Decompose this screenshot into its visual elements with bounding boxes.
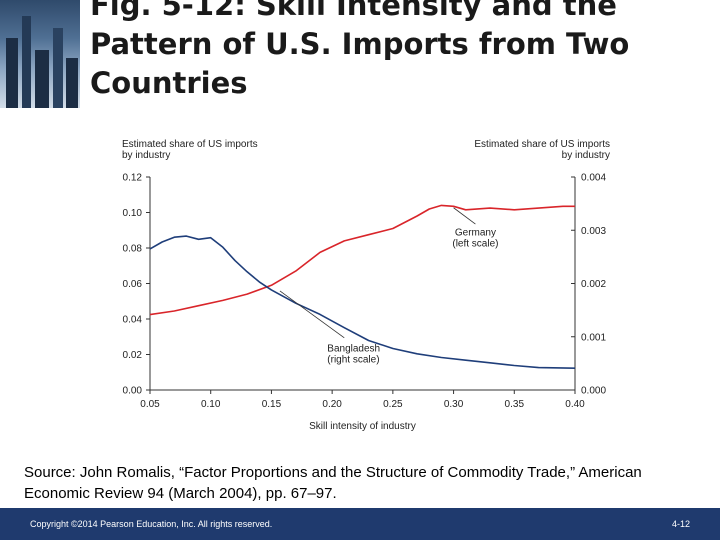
- x-tick-label: 0.40: [565, 399, 585, 410]
- right-y-tick-label: 0.002: [581, 279, 606, 290]
- left-y-tick-label: 0.08: [123, 244, 143, 255]
- left-y-tick-label: 0.06: [123, 279, 143, 290]
- source-citation: Source: John Romalis, “Factor Proportion…: [24, 464, 642, 502]
- left-y-tick-label: 0.02: [123, 350, 143, 361]
- corner-photo: [0, 0, 80, 108]
- footer-bar: Copyright ©2014 Pearson Education, Inc. …: [0, 508, 720, 540]
- bangladesh-series-label: Bangladesh: [327, 344, 380, 355]
- right-y-tick-label: 0.003: [581, 226, 606, 237]
- photo-building: [22, 16, 31, 108]
- right-y-tick-label: 0.004: [581, 173, 606, 184]
- germany-scale-label: (left scale): [452, 239, 498, 250]
- series-line-germany: [149, 204, 575, 316]
- footer-page-number: 4-12: [671, 519, 690, 529]
- series-line-bangladesh: [149, 235, 576, 369]
- bangladesh-leader-line: [279, 290, 345, 339]
- x-tick-label: 0.25: [383, 399, 403, 410]
- left-y-tick-label: 0.10: [123, 208, 143, 219]
- right-y-tick-label: 0.000: [581, 386, 606, 397]
- germany-leader-line: [453, 207, 476, 225]
- x-tick-label: 0.35: [505, 399, 525, 410]
- x-tick-label: 0.20: [322, 399, 342, 410]
- left-y-tick-label: 0.12: [123, 173, 143, 184]
- x-tick-label: 0.05: [140, 399, 160, 410]
- footer-copyright: Copyright ©2014 Pearson Education, Inc. …: [30, 519, 273, 529]
- skill-intensity-chart: 0.05 0.10 0.15 0.20 0.25 0.30 0.35 0.40 0.00 0.02…: [122, 139, 610, 432]
- photo-building: [53, 28, 63, 108]
- left-y-tick-label: 0.00: [123, 386, 143, 397]
- right-y-tick-label: 0.001: [581, 332, 606, 343]
- left-y-axis-label: by industry: [122, 150, 170, 161]
- x-tick-label: 0.10: [201, 399, 221, 410]
- bangladesh-scale-label: (right scale): [327, 355, 379, 366]
- photo-building: [66, 58, 78, 108]
- left-y-tick-label: 0.04: [123, 315, 143, 326]
- photo-building: [6, 38, 18, 108]
- slide-title: Fig. 5-12: Skill Intensity and the Patte…: [90, 0, 630, 100]
- germany-series-label: Germany: [455, 228, 496, 239]
- left-y-axis-label: Estimated share of US imports: [122, 139, 258, 150]
- x-tick-label: 0.30: [444, 399, 464, 410]
- right-y-axis-label: by industry: [562, 150, 610, 161]
- photo-building: [35, 50, 49, 108]
- right-y-axis-label: Estimated share of US imports: [474, 139, 610, 150]
- x-tick-label: 0.15: [262, 399, 282, 410]
- x-axis-label: Skill intensity of industry: [309, 421, 416, 432]
